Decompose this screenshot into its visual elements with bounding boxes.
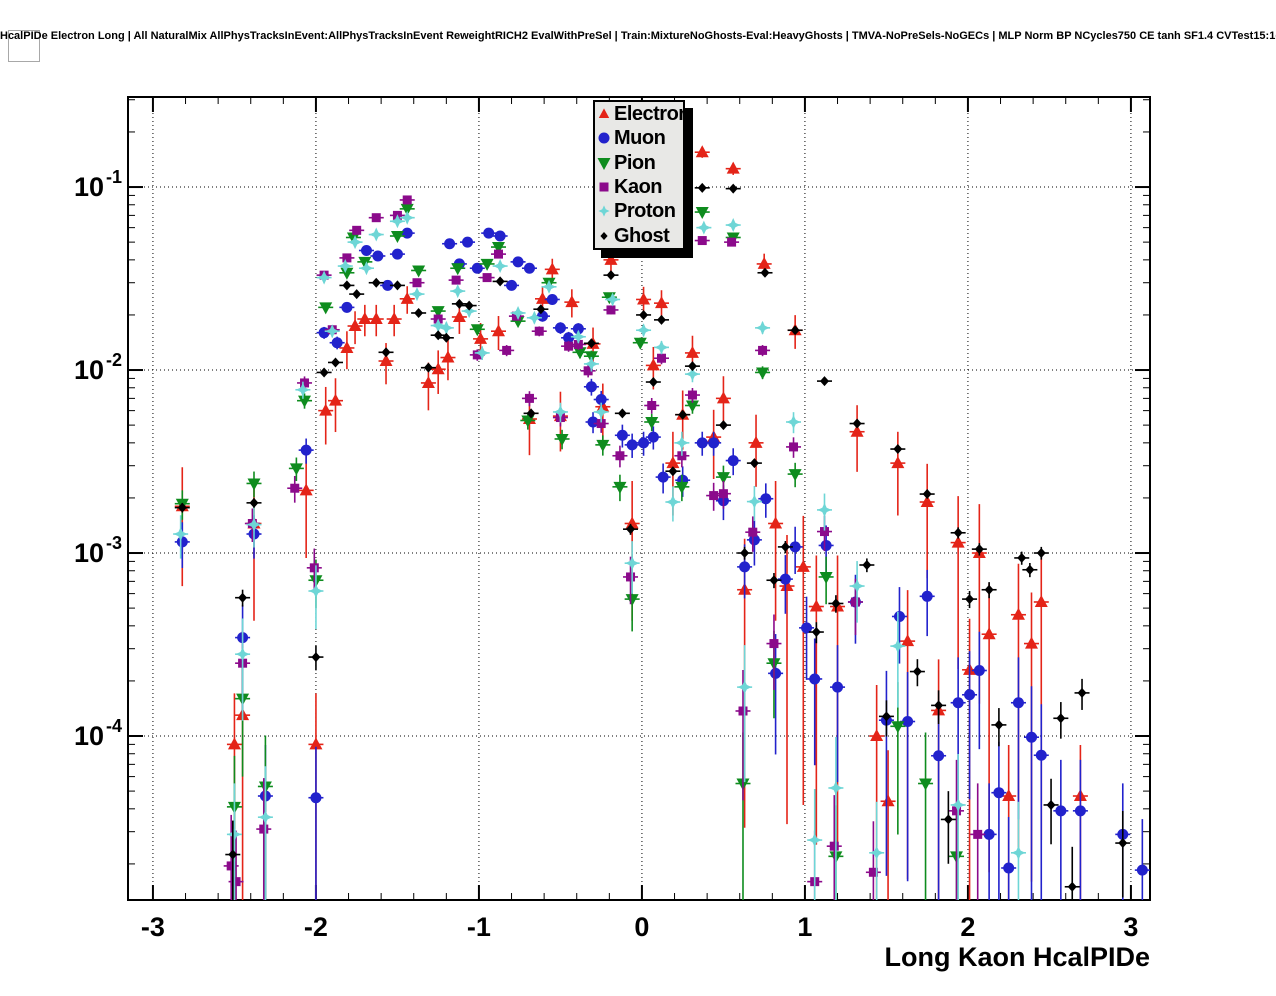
legend-entry-ghost: Ghost <box>595 223 683 247</box>
legend-entry-kaon: Kaon <box>595 175 683 199</box>
legend-label: Ghost <box>614 224 670 247</box>
legend-label: Pion <box>614 151 656 174</box>
series-electron <box>174 145 1088 900</box>
y-tick-exponent: -3 <box>106 533 122 553</box>
y-tick-label: 10 <box>74 721 104 751</box>
series-proton <box>173 210 1026 900</box>
y-tick-label: 10 <box>74 172 104 202</box>
ghost-marker-icon <box>600 231 608 240</box>
muon-marker-icon <box>598 132 610 144</box>
legend-entry-pion: Pion <box>595 151 683 175</box>
electron-marker-icon <box>598 108 610 119</box>
x-axis-title: Long Kaon HcalPIDe <box>884 942 1150 972</box>
x-tick-label: 0 <box>634 912 649 942</box>
legend[interactable]: Electron Muon Pion Kaon Proton Ghost <box>593 100 691 250</box>
y-tick-exponent: -2 <box>106 350 122 370</box>
series-pion <box>174 203 965 900</box>
legend-label: Electron <box>614 103 691 126</box>
proton-marker-icon <box>598 205 610 217</box>
pion-marker-icon <box>597 157 611 170</box>
title-pave <box>8 30 40 62</box>
legend-entry-muon: Muon <box>595 126 683 150</box>
y-tick-label: 10 <box>74 538 104 568</box>
series-kaon <box>223 195 986 900</box>
x-tick-label: -3 <box>141 912 165 942</box>
plot-frame <box>127 96 1151 901</box>
x-tick-label: -1 <box>467 912 491 942</box>
series-ghost <box>174 182 1131 900</box>
y-tick-exponent: -4 <box>106 716 122 736</box>
legend-label: Kaon <box>614 176 663 199</box>
y-tick-exponent: -1 <box>106 167 122 187</box>
x-tick-label: 2 <box>960 912 975 942</box>
x-tick-label: -2 <box>304 912 328 942</box>
legend-label: Proton <box>614 200 676 223</box>
x-tick-label: 1 <box>797 912 812 942</box>
legend-entry-electron: Electron <box>595 102 691 126</box>
legend-label: Muon <box>614 127 666 150</box>
legend-entry-proton: Proton <box>595 199 683 223</box>
kaon-marker-icon <box>599 182 609 192</box>
x-tick-label: 3 <box>1123 912 1138 942</box>
y-tick-label: 10 <box>74 355 104 385</box>
page-title: HcalPIDe Electron Long | All NaturalMix … <box>0 30 1276 42</box>
